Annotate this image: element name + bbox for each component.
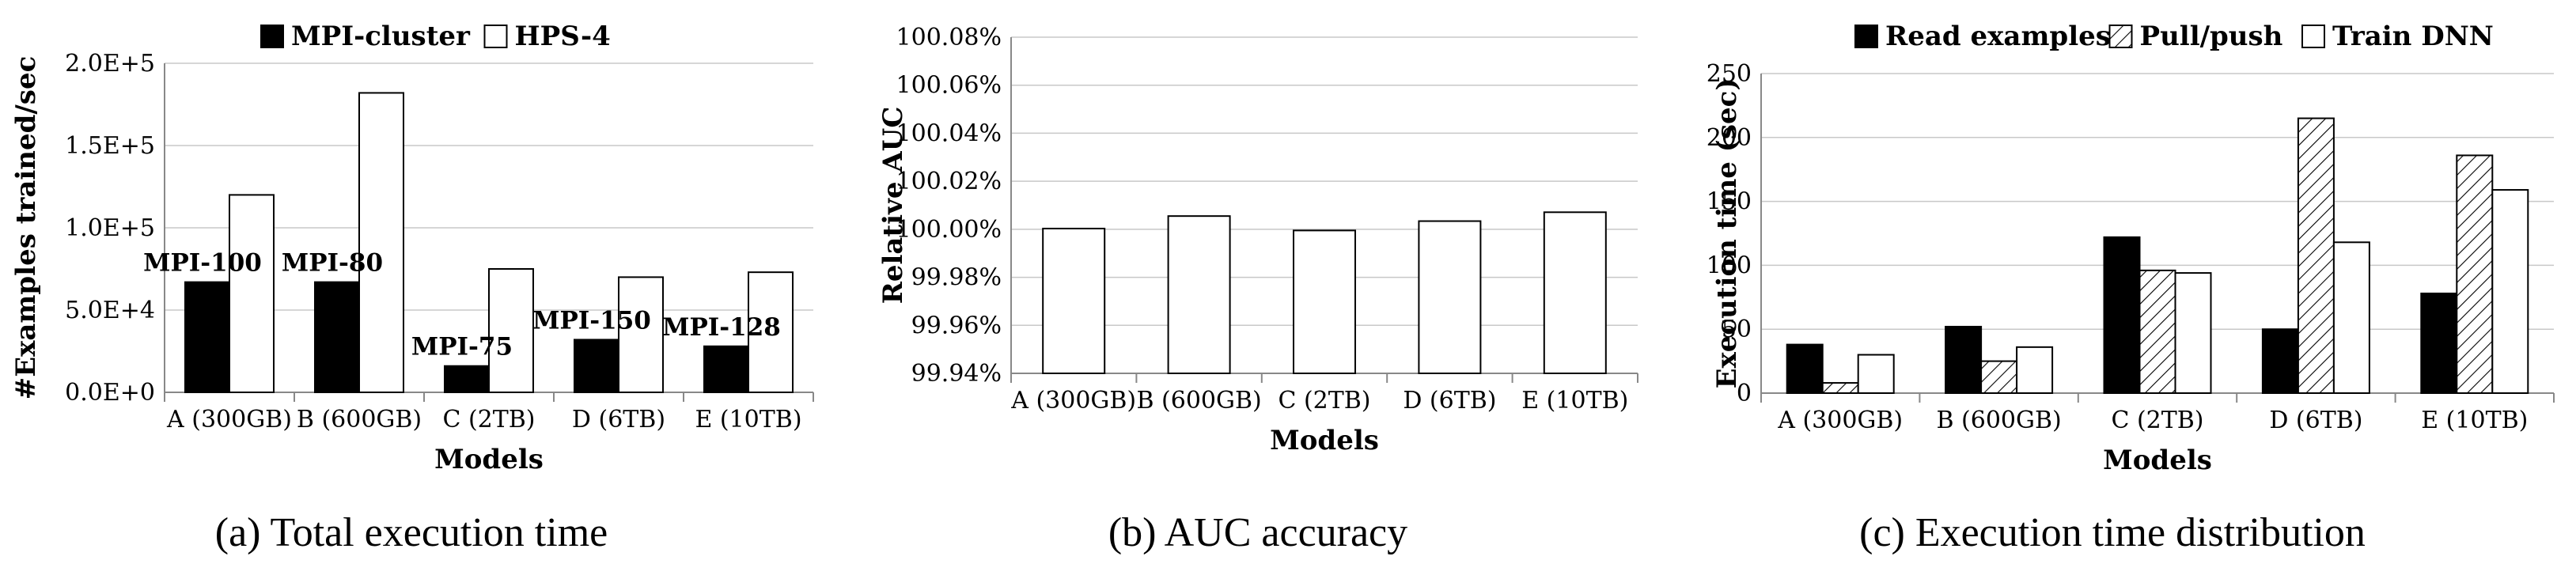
y-tick-label: 99.98% — [911, 264, 1002, 292]
x-axis-title: Models — [1270, 425, 1379, 456]
x-tick-label: A (300GB) — [166, 406, 292, 433]
x-tick-label: B (600GB) — [1136, 387, 1261, 414]
bar — [2332, 241, 2370, 395]
legend-swatch — [2108, 25, 2133, 48]
bar — [488, 268, 534, 393]
bar — [314, 281, 360, 394]
y-tick-label: 99.94% — [911, 360, 1002, 388]
bar-annotation: MPI-80 — [282, 249, 383, 278]
y-tick-label: 100.04% — [896, 119, 1002, 147]
bar — [444, 365, 490, 393]
y-tick-label: 1.5E+5 — [65, 132, 155, 160]
legend-label: Pull/push — [2140, 21, 2283, 52]
y-tick-label: 50 — [1722, 316, 1752, 343]
y-tick-label: 99.96% — [911, 312, 1002, 339]
y-tick-label: 1.0E+5 — [65, 214, 155, 242]
bar — [748, 271, 794, 393]
bar — [2103, 236, 2141, 394]
bar — [1945, 325, 1983, 394]
y-axis-title: Relative AUC — [877, 107, 909, 305]
x-tick-label: D (6TB) — [2269, 407, 2362, 434]
y-tick-label: 200 — [1707, 124, 1752, 152]
bar — [2261, 328, 2299, 395]
y-tick-label: 100.00% — [896, 216, 1002, 244]
chart-caption: (a) Total execution time — [215, 510, 608, 555]
x-tick-label: B (600GB) — [297, 406, 422, 433]
bar — [1293, 229, 1356, 374]
bar — [358, 92, 404, 393]
y-tick-label: 100.06% — [896, 72, 1002, 100]
bar-annotation: MPI-75 — [411, 333, 513, 361]
bar — [1042, 227, 1106, 375]
legend-label: HPS-4 — [515, 21, 611, 52]
x-axis-title: Models — [434, 444, 544, 475]
legend-label: Read examples — [1885, 21, 2111, 52]
y-tick-label: 100.02% — [896, 168, 1002, 195]
bar — [2174, 272, 2212, 395]
y-tick-label: 250 — [1707, 60, 1752, 88]
bar — [2016, 346, 2054, 395]
bar-annotation: MPI-100 — [143, 249, 262, 278]
x-tick-label: C (2TB) — [442, 406, 535, 433]
bar — [1821, 382, 1859, 394]
bar — [703, 345, 749, 394]
y-axis-title: Execution time (sec) — [1711, 78, 1743, 389]
legend-label: Train DNN — [2332, 21, 2494, 52]
bar — [229, 194, 275, 393]
x-tick-label: D (6TB) — [1403, 387, 1496, 414]
chart-2: 0 50 100 150 200 250 A (300GB) B (600GB) C (2TB)… — [1707, 21, 2555, 555]
bar-annotation: MPI-150 — [532, 306, 651, 335]
x-tick-label: E (10TB) — [2421, 407, 2528, 434]
legend-swatch — [483, 25, 508, 48]
x-tick-label: C (2TB) — [2111, 407, 2203, 434]
y-tick-label: 100.08% — [896, 24, 1002, 51]
y-tick-label: 0 — [1737, 380, 1752, 407]
bar — [2138, 269, 2176, 395]
x-tick-label: D (6TB) — [572, 406, 665, 433]
bar — [2297, 117, 2335, 394]
x-tick-label: A (300GB) — [1777, 407, 1903, 434]
chart-1: 99.94% 99.96% 99.98% 100.00% 100.02% 100.04% 1… — [877, 24, 1638, 555]
bar — [1418, 220, 1482, 374]
bar — [184, 281, 230, 394]
y-tick-label: 0.0E+0 — [65, 379, 155, 407]
bar-annotation: MPI-128 — [662, 313, 781, 342]
bar — [1786, 343, 1824, 395]
legend-swatch — [2301, 25, 2325, 48]
x-tick-label: E (10TB) — [1521, 387, 1628, 414]
y-tick-label: 5.0E+4 — [65, 297, 155, 324]
y-axis-title: #Examples trained/sec — [10, 56, 42, 400]
x-axis-title: Models — [2103, 445, 2212, 476]
x-tick-label: B (600GB) — [1936, 407, 2061, 434]
x-tick-label: C (2TB) — [1278, 387, 1370, 414]
x-tick-label: A (300GB) — [1010, 387, 1136, 414]
legend-label: MPI-cluster — [291, 21, 471, 52]
chart-0: 0.0E+0 5.0E+4 1.0E+5 1.5E+5 2.0E+5 A (300GB) M… — [10, 21, 814, 555]
y-tick-label: 100 — [1707, 252, 1752, 279]
chart-caption: (b) AUC accuracy — [1108, 510, 1407, 555]
bar — [1543, 211, 1607, 374]
y-tick-label: 150 — [1707, 188, 1752, 216]
bar — [618, 276, 664, 393]
legend-swatch — [260, 25, 284, 48]
bar — [2491, 189, 2529, 394]
bar — [2456, 154, 2494, 394]
x-tick-label: E (10TB) — [695, 406, 801, 433]
legend-swatch — [1854, 25, 1878, 48]
y-tick-label: 2.0E+5 — [65, 50, 155, 78]
chart-caption: (c) Execution time distribution — [1859, 510, 2366, 555]
bar — [1857, 354, 1895, 394]
bar — [574, 339, 619, 393]
bar — [1167, 215, 1231, 374]
bar — [2420, 292, 2458, 394]
bar — [1980, 360, 2018, 395]
